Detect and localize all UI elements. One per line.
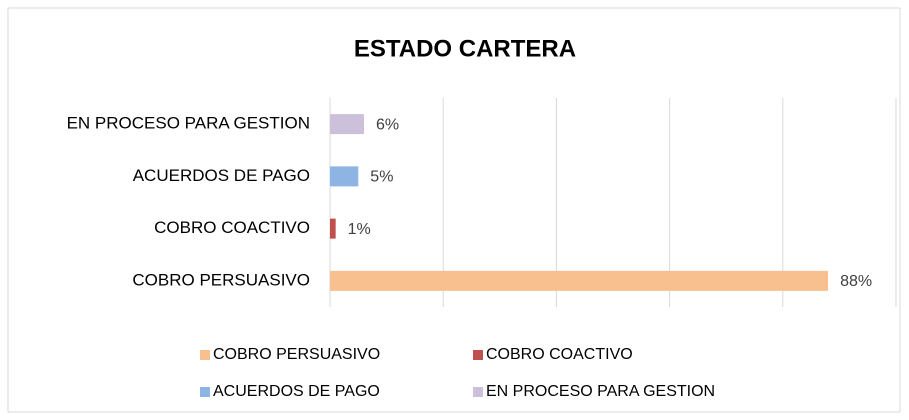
bar <box>330 166 359 187</box>
value-label: 5% <box>370 169 393 186</box>
y-tick-label: COBRO PERSUASIVO <box>132 270 310 289</box>
value-label: 1% <box>348 221 371 238</box>
legend-label: COBRO PERSUASIVO <box>213 346 380 363</box>
legend-label: ACUERDOS DE PAGO <box>213 383 380 400</box>
bar <box>330 218 336 239</box>
value-label: 6% <box>376 116 399 133</box>
y-tick-label: COBRO COACTIVO <box>154 218 310 237</box>
y-tick-label: ACUERDOS DE PAGO <box>133 166 310 185</box>
legend-label: COBRO COACTIVO <box>486 346 633 363</box>
chart-frame <box>7 7 901 413</box>
bar <box>330 270 829 291</box>
legend-swatch <box>200 387 210 397</box>
chart-title: ESTADO CARTERA <box>354 35 576 62</box>
legend-label: EN PROCESO PARA GESTION <box>486 383 715 400</box>
y-tick-label: EN PROCESO PARA GESTION <box>67 114 310 133</box>
legend-swatch <box>473 350 483 360</box>
legend-swatch <box>200 350 210 360</box>
value-label: 88% <box>840 273 872 290</box>
legend-swatch <box>473 387 483 397</box>
bar <box>330 114 364 135</box>
